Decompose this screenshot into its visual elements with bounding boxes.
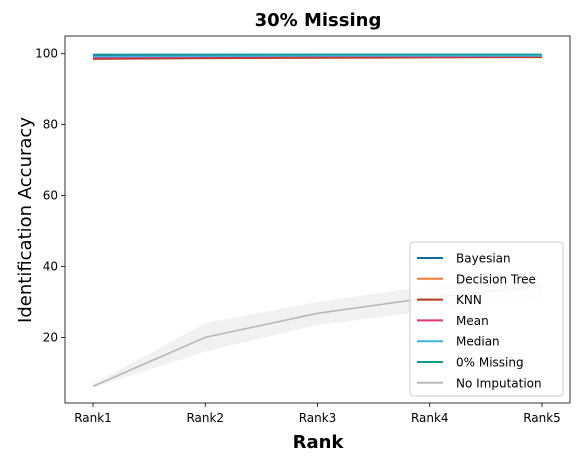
legend-label-mean: Mean: [456, 314, 489, 328]
series-line-median: [92, 55, 542, 58]
x-tick-label: Rank4: [411, 411, 449, 425]
series-layer: [92, 53, 543, 388]
x-axis-label: Rank: [293, 432, 345, 453]
y-tick-label: 40: [43, 259, 58, 273]
x-tick-label: Rank2: [186, 411, 224, 425]
x-tick-label: Rank5: [523, 411, 561, 425]
series-line-knn: [92, 56, 543, 60]
legend-label-decision-tree: Decision Tree: [456, 272, 536, 286]
y-tick-label: 60: [43, 189, 58, 203]
legend: Bayesian Decision Tree KNN Mean Median 0% Mis…: [409, 241, 564, 397]
y-axis: 20 40 60 80 100: [35, 47, 65, 344]
x-axis: Rank1 Rank2 Rank3 Rank4 Rank5: [74, 403, 561, 425]
chart-title: 30% Missing: [255, 10, 382, 31]
legend-label-bayesian: Bayesian: [456, 252, 511, 266]
x-tick-label: Rank1: [74, 411, 112, 425]
legend-label-no-imputation: No Imputation: [456, 376, 542, 390]
legend-box: [409, 241, 564, 397]
legend-items: Bayesian Decision Tree KNN Mean Median 0% Mis…: [417, 252, 542, 390]
y-tick-label: 20: [43, 330, 58, 344]
y-axis-label: Identification Accuracy: [15, 117, 36, 323]
y-tick-label: 100: [35, 47, 58, 61]
legend-label-knn: KNN: [456, 293, 482, 307]
legend-label-median: Median: [456, 335, 500, 349]
x-tick-label: Rank3: [299, 411, 337, 425]
y-tick-label: 80: [43, 118, 58, 132]
legend-label-0pct-missing: 0% Missing: [456, 356, 524, 370]
